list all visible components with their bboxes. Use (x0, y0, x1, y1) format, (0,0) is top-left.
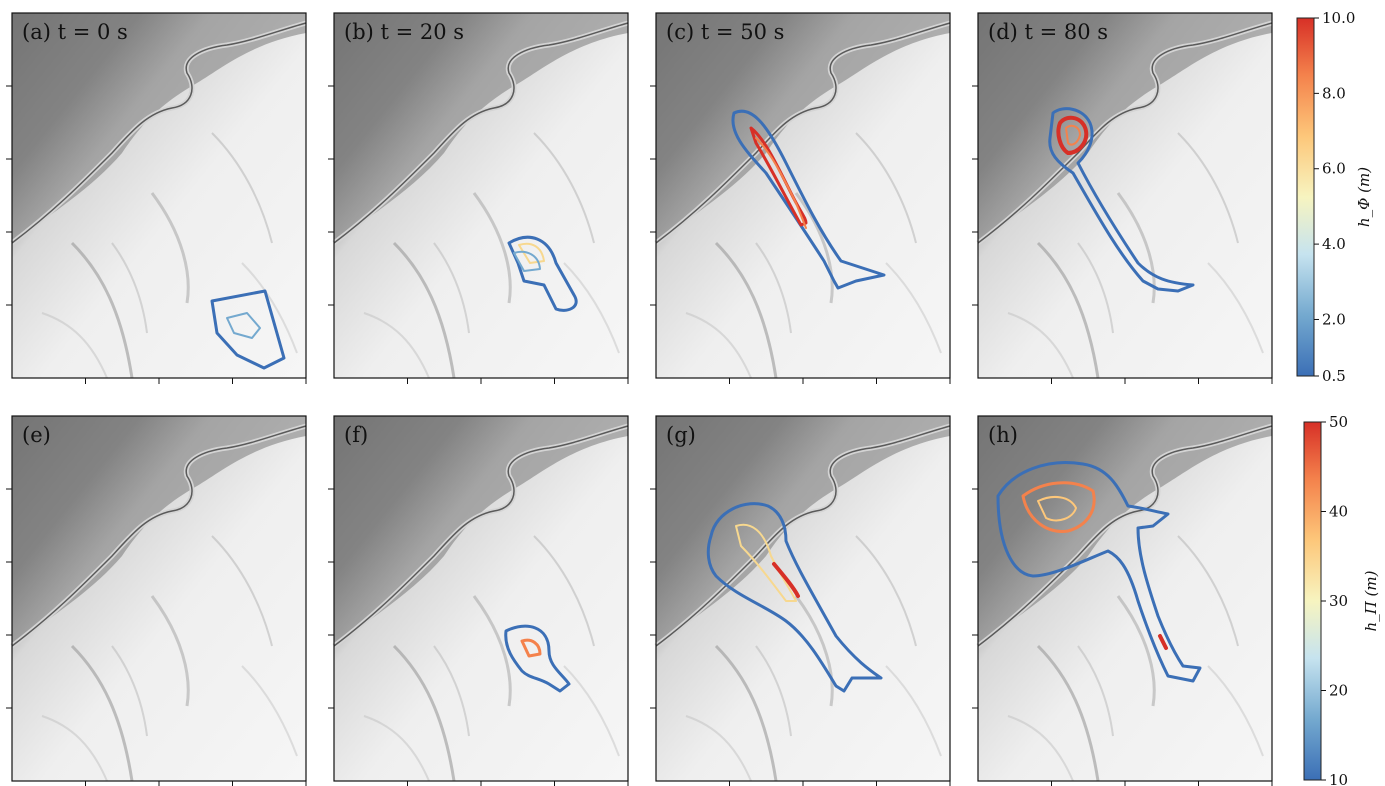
flow-contour (518, 242, 545, 264)
terrain-hillshade (978, 416, 1272, 781)
flow-contour (996, 461, 1202, 683)
panel-0: (a) t = 0 s (6, 13, 306, 384)
terrain-hillshade (12, 416, 306, 781)
flow-contour (749, 126, 808, 227)
panel-7: (h) (972, 416, 1272, 786)
panel-4: (e) (6, 416, 306, 786)
colorbar-h-pi: 10 20 30 40 50 h_Π (m) (1303, 413, 1380, 786)
panel-label: (h) (988, 423, 1018, 447)
colorbar-tick-label: 30 (1329, 592, 1348, 610)
terrain-hillshade (656, 416, 950, 781)
colorbar-h-pi-label: h_Π (m) (1362, 570, 1380, 631)
terrain-hillshade (334, 416, 628, 781)
flow-contour (1048, 107, 1195, 293)
flow-contour (210, 289, 286, 370)
panel-label: (b) t = 20 s (344, 20, 464, 44)
panel-6: (g) (650, 416, 950, 786)
flow-contour (1037, 495, 1077, 522)
colorbar-h-phi: 0.5 2.0 4.0 6.0 8.0 10.0 h_Φ (m) (1296, 9, 1373, 385)
colorbar-tick-label: 20 (1329, 682, 1348, 700)
flow-contour (1065, 124, 1081, 146)
flow-contour (772, 562, 800, 598)
terrain-hillshade (12, 13, 306, 378)
panel-label: (d) t = 80 s (988, 20, 1108, 44)
flow-contour (1056, 115, 1089, 155)
panel-label: (f) (344, 423, 368, 447)
flow-contour (507, 235, 578, 312)
colorbar-tick-label: 8.0 (1322, 84, 1346, 102)
colorbar-tick-label: 4.0 (1322, 235, 1346, 253)
colorbar-h-phi-gradient (1296, 17, 1315, 377)
panel-5: (f) (328, 416, 628, 786)
terrain-hillshade (978, 13, 1272, 378)
colorbar-h-phi-label: h_Φ (m) (1355, 167, 1373, 227)
colorbar-tick-label: 40 (1329, 503, 1348, 521)
flow-contour (731, 109, 886, 290)
flow-contour (513, 250, 541, 272)
colorbar-tick-label: 10 (1329, 771, 1348, 786)
flow-contour (706, 502, 883, 693)
flow-contour (735, 523, 797, 602)
panel-label: (g) (666, 423, 696, 447)
colorbar-tick-label: 0.5 (1322, 367, 1346, 385)
flow-contour (755, 137, 807, 229)
colorbar-tick-label: 2.0 (1322, 310, 1346, 328)
colorbar-tick-label: 10.0 (1322, 9, 1355, 27)
flow-contour (1021, 481, 1096, 533)
panel-label: (a) t = 0 s (22, 20, 128, 44)
flow-contour (226, 312, 261, 339)
panel-1: (b) t = 20 s (328, 13, 628, 384)
flow-contour (1158, 634, 1168, 650)
colorbar-h-pi-gradient (1303, 421, 1322, 781)
flow-contour (504, 624, 571, 693)
panel-label: (e) (22, 423, 51, 447)
panel-2: (c) t = 50 s (650, 13, 950, 384)
terrain-hillshade (334, 13, 628, 378)
flow-contour (520, 638, 542, 658)
panel-label: (c) t = 50 s (666, 20, 784, 44)
panel-3: (d) t = 80 s (972, 13, 1272, 384)
colorbar-tick-label: 6.0 (1322, 160, 1346, 178)
colorbar-tick-label: 50 (1329, 413, 1348, 431)
